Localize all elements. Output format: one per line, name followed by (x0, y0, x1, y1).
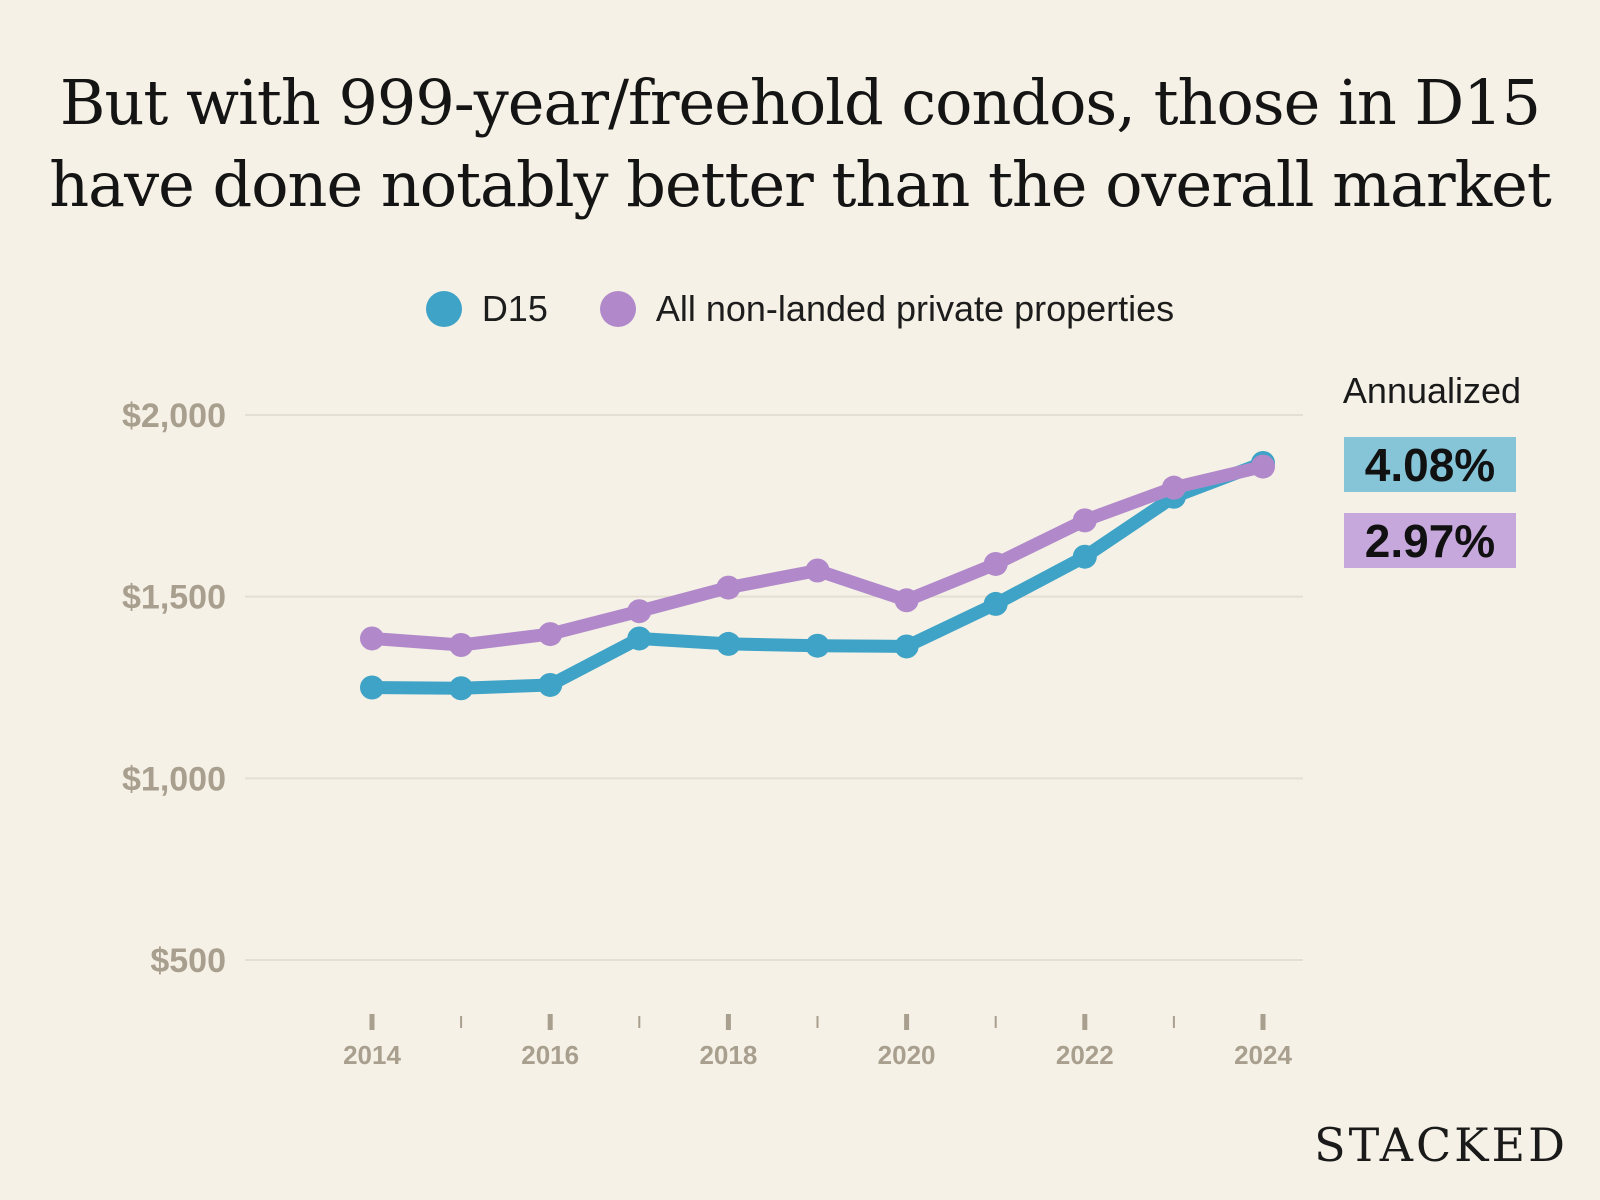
y-tick-label: $1,500 (122, 579, 226, 617)
data-point-d15 (627, 626, 652, 651)
y-tick-label: $1,000 (122, 760, 226, 798)
data-point-all (805, 558, 830, 583)
x-tick-label: 2018 (699, 1040, 757, 1070)
data-point-all (1161, 475, 1186, 500)
y-tick-label: $2,000 (122, 397, 226, 435)
data-point-all (716, 575, 741, 600)
all-annualized-badge: 2.97% (1344, 513, 1516, 568)
data-point-d15 (805, 633, 830, 658)
data-point-all (1251, 454, 1275, 479)
data-point-d15 (983, 591, 1008, 616)
data-point-d15 (360, 675, 384, 700)
data-point-all (894, 588, 919, 613)
d15-annualized-badge: 4.08% (1344, 437, 1516, 492)
data-point-all (627, 599, 652, 624)
annualized-label: Annualized (1342, 370, 1522, 411)
legend-marker-d15 (425, 291, 462, 327)
data-point-all (449, 632, 474, 657)
legend-label-all: All non-landed private properties (655, 288, 1175, 329)
chart-title: But with 999-year/freehold condos, those… (0, 62, 1600, 226)
data-point-all (983, 551, 1008, 576)
title-line-1: But with 999-year/freehold condos, those… (59, 66, 1541, 139)
title-line-2: have done notably better than the overal… (49, 148, 1552, 221)
data-point-d15 (1072, 544, 1097, 569)
legend-marker-all (599, 291, 636, 327)
x-tick-label: 2020 (878, 1040, 936, 1070)
brand-logo: STACKED (1314, 1118, 1568, 1172)
data-point-d15 (716, 631, 741, 656)
series-line-all (365, 460, 1270, 652)
x-tick-label: 2016 (521, 1040, 579, 1070)
x-tick-label: 2022 (1056, 1040, 1114, 1070)
data-point-d15 (449, 676, 474, 701)
data-point-all (360, 626, 384, 651)
data-point-d15 (538, 672, 563, 697)
x-tick-label: 2024 (1234, 1040, 1292, 1070)
data-point-all (1072, 508, 1097, 533)
legend-item-all: All non-landed private properties (599, 288, 1175, 330)
x-tick-label: 2014 (343, 1040, 401, 1070)
legend: D15 All non-landed private properties (0, 288, 1600, 330)
y-tick-label: $500 (150, 942, 226, 980)
legend-label-d15: D15 (481, 288, 548, 329)
data-point-all (538, 622, 563, 647)
legend-item-d15: D15 (425, 288, 548, 330)
data-point-d15 (894, 634, 919, 659)
